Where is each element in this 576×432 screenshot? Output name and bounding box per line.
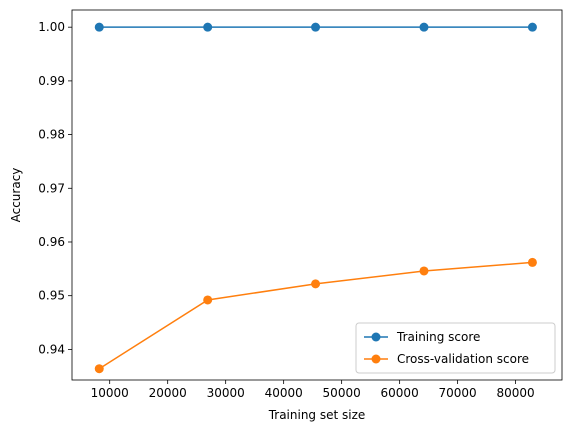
series-0-point	[203, 22, 213, 32]
x-tick-label: 30000	[207, 386, 245, 400]
legend: Training score Cross-validation score	[355, 322, 556, 374]
y-axis: 0.94 0.95 0.96 0.97 0.98 0.99 1.00	[38, 20, 72, 356]
series-layer	[94, 22, 537, 374]
series-1-point	[311, 279, 321, 289]
y-tick-label: 1.00	[38, 20, 65, 34]
x-axis: 10000 20000 30000 40000 50000 60000 70000 80000	[91, 380, 535, 400]
legend-label: Cross-validation score	[397, 352, 529, 366]
legend-label: Training score	[396, 330, 480, 344]
series-0-point	[311, 22, 321, 32]
x-tick-label: 10000	[91, 386, 129, 400]
y-tick-label: 0.94	[38, 342, 65, 356]
y-tick-label: 0.96	[38, 235, 65, 249]
series-0-point	[94, 22, 104, 32]
x-tick-label: 20000	[149, 386, 187, 400]
y-tick-label: 0.97	[38, 181, 65, 195]
x-tick-label: 60000	[381, 386, 419, 400]
series-0-point	[527, 22, 537, 32]
x-axis-label: Training set size	[268, 408, 366, 422]
legend-swatch-marker	[371, 354, 381, 364]
y-axis-label: Accuracy	[9, 168, 23, 223]
legend-swatch-marker	[371, 332, 381, 342]
y-tick-label: 0.99	[38, 74, 65, 88]
y-tick-label: 0.95	[38, 289, 65, 303]
plot-frame	[71, 9, 563, 381]
y-tick-label: 0.98	[38, 128, 65, 142]
series-1-point	[94, 364, 104, 374]
series-1-point	[203, 295, 213, 305]
legend-box	[355, 322, 556, 374]
x-tick-label: 50000	[323, 386, 361, 400]
x-tick-label: 40000	[265, 386, 303, 400]
series-0-point	[419, 22, 429, 32]
series-1-point	[527, 257, 537, 267]
series-1-point	[419, 266, 429, 276]
x-tick-label: 70000	[439, 386, 477, 400]
x-tick-label: 80000	[497, 386, 535, 400]
